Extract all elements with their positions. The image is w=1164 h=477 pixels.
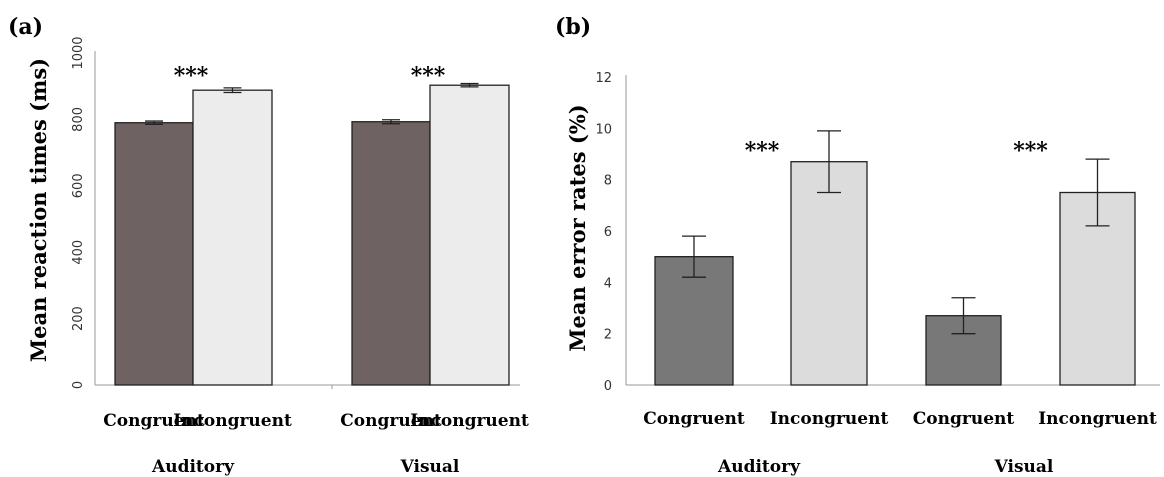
y-tick-label: 400 xyxy=(71,240,86,265)
y-tick-label: 4 xyxy=(604,276,612,291)
category-label: Incongruent xyxy=(1038,409,1157,429)
y-tick-label: 600 xyxy=(71,173,86,198)
bar xyxy=(114,122,194,386)
y-tick-label: 6 xyxy=(604,225,612,240)
bar xyxy=(429,84,510,386)
bar xyxy=(192,89,273,386)
y-tick-label: 2 xyxy=(604,328,612,343)
significance-marker: *** xyxy=(411,63,446,89)
bar xyxy=(654,256,734,386)
group-label: Auditory xyxy=(717,457,801,477)
y-tick-label: 0 xyxy=(604,379,612,394)
panel-label: (b) xyxy=(555,14,591,40)
category-label: Incongruent xyxy=(410,411,529,431)
category-label: Congruent xyxy=(340,411,442,431)
panel-label: (a) xyxy=(8,14,43,40)
y-axis-label: Mean error rates (%) xyxy=(565,104,590,351)
y-tick-label: 0 xyxy=(71,381,86,389)
y-tick-label: 12 xyxy=(595,71,612,86)
panel-a: (a) 0 200 400 600 800 1000 Mean reaction times … xyxy=(8,14,529,477)
significance-marker: *** xyxy=(1013,138,1048,164)
y-tick-label: 800 xyxy=(71,107,86,132)
y-tick-label: 10 xyxy=(595,122,612,137)
significance-marker: *** xyxy=(745,138,780,164)
category-label: Congruent xyxy=(913,409,1015,429)
group-label: Auditory xyxy=(151,457,235,477)
group-label: Visual xyxy=(400,457,460,477)
significance-marker: *** xyxy=(174,63,209,89)
y-tick-label: 1000 xyxy=(71,36,86,69)
category-label: Incongruent xyxy=(173,411,292,431)
category-label: Incongruent xyxy=(770,409,889,429)
bar xyxy=(351,121,431,386)
panel-b: (b) 0 2 4 6 8 10 12 Mean error rates (%) Congruen… xyxy=(555,14,1160,477)
category-label: Congruent xyxy=(643,409,745,429)
y-axis-label: Mean reaction times (ms) xyxy=(26,58,51,362)
category-label: Congruent xyxy=(103,411,205,431)
y-tick-label: 8 xyxy=(604,174,612,189)
bar xyxy=(790,161,868,386)
group-label: Visual xyxy=(994,457,1054,477)
y-tick-label: 200 xyxy=(71,306,86,331)
